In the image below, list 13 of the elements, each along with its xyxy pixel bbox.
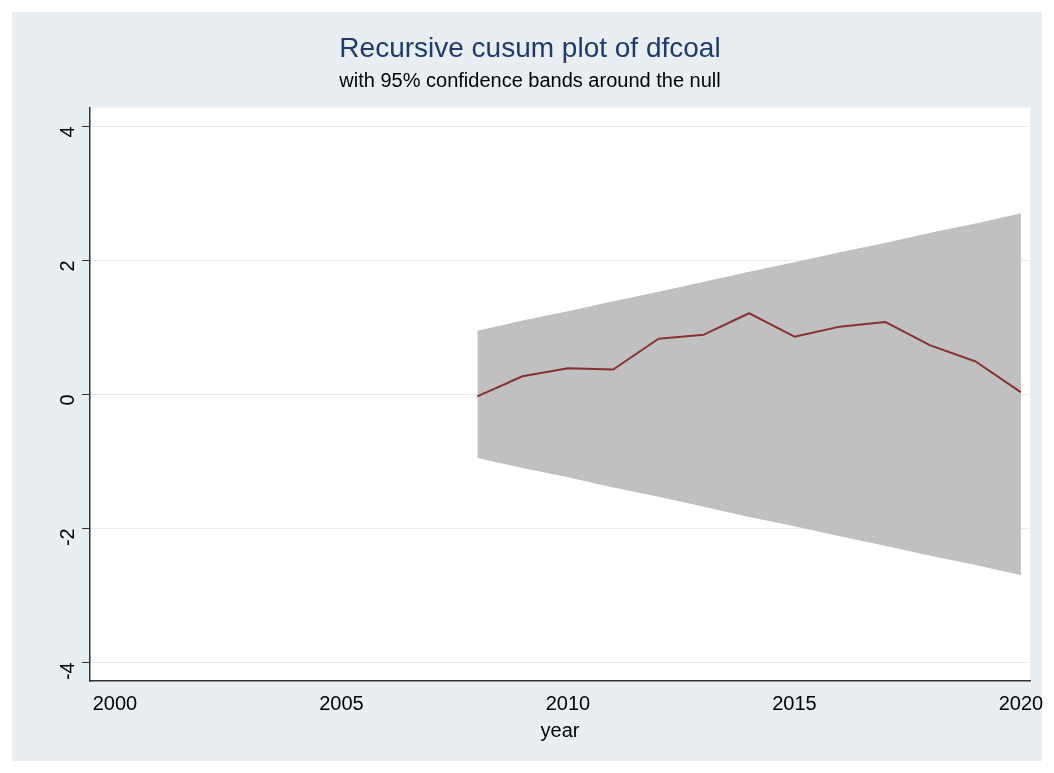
x-tick-label: 2000: [92, 691, 138, 714]
y-tick-label: 0: [55, 394, 78, 406]
y-tick-label: 2: [55, 260, 78, 272]
y-tick-label: -2: [55, 528, 78, 547]
x-tick-label: 2020: [998, 691, 1044, 714]
x-axis-title: year: [540, 718, 580, 741]
x-tick-label: 2015: [772, 691, 817, 714]
chart-title: Recursive cusum plot of dfcoal: [339, 31, 721, 63]
x-tick-label: 2005: [319, 691, 364, 714]
y-tick-label: -4: [55, 662, 78, 681]
chart-subtitle: with 95% confidence bands around the null: [338, 69, 721, 92]
x-tick-label: 2010: [545, 691, 591, 714]
y-tick-label: 4: [55, 126, 78, 138]
